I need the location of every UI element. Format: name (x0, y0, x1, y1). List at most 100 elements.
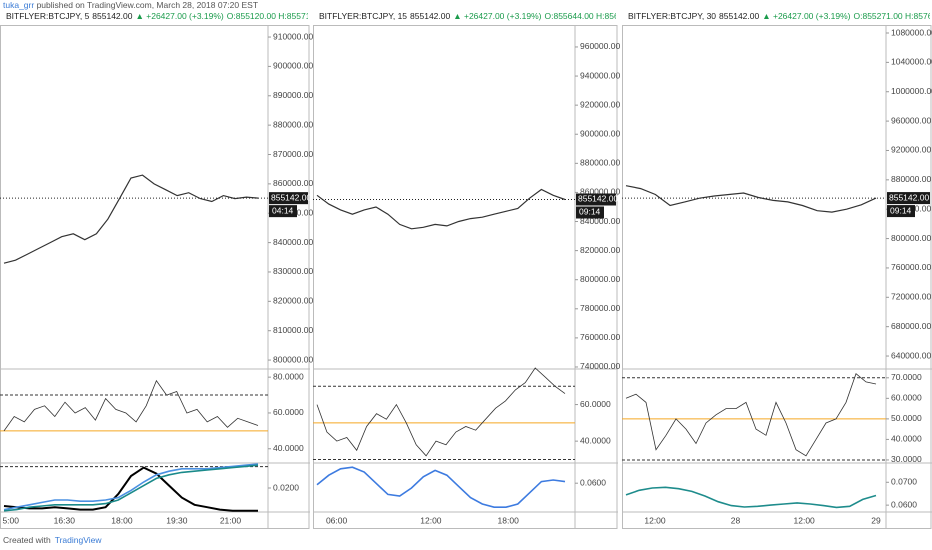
legend-symbol: BITFLYER:BTCJPY, 30 (628, 11, 716, 21)
countdown-box (576, 206, 604, 219)
x-tick-label: 16:30 (54, 515, 76, 525)
legend-change: ▲ +26427.00 (+3.19%) (453, 11, 541, 21)
legend-last: 855142.00 (92, 11, 132, 21)
y-tick-label: 960000.00 (891, 115, 931, 125)
x-tick-label: 06:00 (326, 515, 348, 525)
y-tick-label: 0.0200 (273, 482, 299, 492)
brand[interactable]: TradingView (54, 535, 102, 545)
y-tick-label: 920000.00 (580, 99, 620, 109)
legend-ohlc: O:855644.00 H:856215.00 L:854438.00 C:85… (545, 11, 730, 21)
y-tick-label: 860000.00 (273, 178, 313, 188)
charts: BITFLYER:BTCJPY, 5 855142.00 ▲ +26427.00 (… (0, 11, 932, 529)
line (625, 373, 877, 457)
y-tick-label: 900000.00 (273, 61, 313, 71)
y-tick-label: 920000.00 (891, 145, 931, 155)
line (3, 464, 259, 512)
last-price-label: 855142.00 (889, 192, 929, 202)
line (3, 463, 259, 511)
y-tick-label: 840000.00 (580, 216, 620, 226)
line (316, 367, 566, 457)
countdown: 09:14 (890, 205, 912, 215)
legend-last: 855142.00 (410, 11, 450, 21)
panel-frame (313, 25, 618, 529)
x-tick-label: 12:00 (794, 515, 816, 525)
legend-symbol: BITFLYER:BTCJPY, 15 (319, 11, 407, 21)
legend-change: ▲ +26427.00 (+3.19%) (135, 11, 223, 21)
x-tick-label: 5:00 (2, 515, 19, 525)
y-tick-label: 70.0000 (891, 372, 922, 382)
y-tick-label: 0.0600 (580, 477, 606, 487)
y-tick-label: 1040000.00 (891, 57, 932, 67)
author[interactable]: tuka_grr (3, 0, 35, 10)
legend-ohlc: O:855120.00 H:855711.00 L:855119.00 C:85… (227, 11, 415, 21)
y-tick-label: 760000.00 (891, 262, 931, 272)
plot (313, 188, 575, 508)
last-price-label: 855142.00 (578, 194, 618, 204)
x-tick-label: 12:00 (644, 515, 666, 525)
y-tick-label: 0.0600 (891, 499, 917, 509)
line (3, 466, 258, 512)
legend: BITFLYER:BTCJPY, 15 855142.00 ▲ +26427.00 … (319, 11, 729, 21)
y-tick-label: 740000.00 (580, 361, 620, 371)
last-price-box (887, 192, 930, 205)
legend-ohlc: O:855271.00 H:857657.00 L:853811.00 C:85… (854, 11, 932, 21)
line (625, 486, 877, 509)
x-tick-label: 29 (871, 515, 881, 525)
y-tick-label: 810000.00 (273, 325, 313, 335)
created: Created with (3, 535, 51, 545)
y-tick-label: 910000.00 (273, 31, 313, 41)
y-tick-label: 1000000.00 (891, 86, 932, 96)
y-tick-label: 820000.00 (273, 296, 313, 306)
y-tick-label: 890000.00 (273, 90, 313, 100)
y-tick-label: 0.0700 (891, 477, 917, 487)
y-tick-label: 800000.00 (891, 233, 931, 243)
line (3, 174, 259, 264)
legend-symbol: BITFLYER:BTCJPY, 5 (6, 11, 90, 21)
legend-last: 855142.00 (719, 11, 759, 21)
countdown: 09:14 (579, 207, 601, 217)
countdown-box (887, 205, 915, 218)
y-tick-label: 940000.00 (580, 70, 620, 80)
legend: BITFLYER:BTCJPY, 30 855142.00 ▲ +26427.00 … (628, 11, 932, 21)
y-tick-label: 80.0000 (273, 371, 304, 381)
plot (622, 185, 886, 509)
y-tick-label: 880000.00 (580, 158, 620, 168)
panel-frame (622, 25, 932, 529)
y-tick-label: 960000.00 (580, 41, 620, 51)
x-tick-label: 21:00 (220, 515, 242, 525)
y-tick-label: 30.0000 (891, 454, 922, 464)
y-tick-label: 60.0000 (580, 399, 611, 409)
y-tick-label: 40.0000 (273, 443, 304, 453)
last-price-box (576, 193, 616, 206)
legend: BITFLYER:BTCJPY, 5 855142.00 ▲ +26427.00 (… (6, 11, 415, 21)
y-tick-label: 900000.00 (580, 128, 620, 138)
y-tick-label: 40.0000 (580, 435, 611, 445)
y-tick-label: 840000.00 (273, 237, 313, 247)
y-tick-label: 50.0000 (891, 413, 922, 423)
countdown: 04:14 (272, 205, 294, 215)
y-tick-label: 820000.00 (580, 245, 620, 255)
y-tick-label: 860000.00 (580, 187, 620, 197)
y-tick-label: 40.0000 (891, 434, 922, 444)
y-tick-label: 880000.00 (891, 174, 931, 184)
last-price-label: 855142.00 (271, 192, 311, 202)
y-tick-label: 880000.00 (273, 119, 313, 129)
line (316, 466, 566, 508)
x-tick-label: 18:00 (111, 515, 133, 525)
y-tick-label: 640000.00 (891, 350, 931, 360)
y-tick-label: 870000.00 (273, 149, 313, 159)
y-tick-label: 1080000.00 (891, 27, 932, 37)
panel-frame (0, 25, 310, 529)
plot (0, 174, 268, 512)
y-tick-label: 720000.00 (891, 292, 931, 302)
published: published on TradingView.com, March 28, … (36, 0, 259, 10)
last-price-box (269, 192, 308, 205)
legend-change: ▲ +26427.00 (+3.19%) (762, 11, 850, 21)
header: tuka_grr published on TradingView.com, M… (3, 0, 258, 10)
y-tick-label: 800000.00 (580, 274, 620, 284)
line (625, 185, 877, 213)
y-tick-label: 680000.00 (891, 321, 931, 331)
line (3, 379, 259, 432)
y-tick-label: 800000.00 (273, 354, 313, 364)
x-tick-label: 19:30 (166, 515, 188, 525)
